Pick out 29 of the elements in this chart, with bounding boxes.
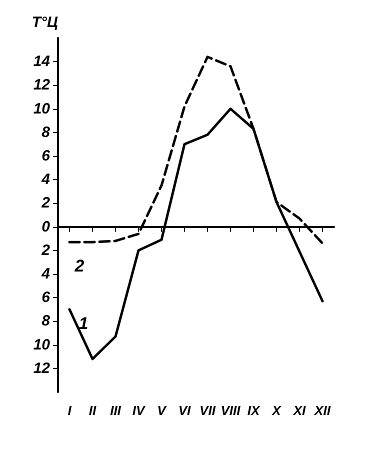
x-tick-label: IX bbox=[247, 403, 261, 418]
y-tick-label: 6 bbox=[42, 148, 51, 164]
y-tick-label: 4 bbox=[40, 266, 51, 282]
x-tick-label: VII bbox=[200, 403, 216, 418]
y-tick-label: 10 bbox=[33, 100, 51, 118]
x-tick-label: IV bbox=[132, 403, 146, 418]
y-axis-title: T°Ц bbox=[32, 14, 58, 31]
y-tick-label: 8 bbox=[42, 312, 51, 330]
y-tick-label: 12 bbox=[33, 360, 51, 377]
x-tick-label: II bbox=[88, 403, 96, 418]
x-tick-label: I bbox=[68, 403, 72, 418]
y-tick-label: 6 bbox=[42, 289, 51, 306]
x-tick-label: VIII bbox=[220, 403, 241, 418]
y-tick-label: 4 bbox=[40, 171, 51, 188]
y-tick-label: 0 bbox=[42, 218, 51, 236]
y-tick-label: 8 bbox=[42, 124, 51, 141]
y-tick-label: 12 bbox=[33, 76, 51, 94]
x-tick-label: V bbox=[157, 403, 168, 418]
x-tick-label: XII bbox=[314, 403, 331, 418]
x-tick-label: X bbox=[271, 403, 282, 418]
series-label: 2 bbox=[74, 256, 85, 276]
x-tick-label: VI bbox=[178, 403, 192, 418]
y-tick-label: 14 bbox=[33, 53, 51, 70]
y-tick-label: 2 bbox=[40, 242, 51, 259]
x-tick-label: III bbox=[110, 403, 122, 418]
series-label: 1 bbox=[78, 314, 88, 333]
y-tick-label: 10 bbox=[33, 336, 51, 354]
x-tick-label: XI bbox=[292, 403, 306, 418]
y-tick-label: 2 bbox=[40, 194, 51, 212]
